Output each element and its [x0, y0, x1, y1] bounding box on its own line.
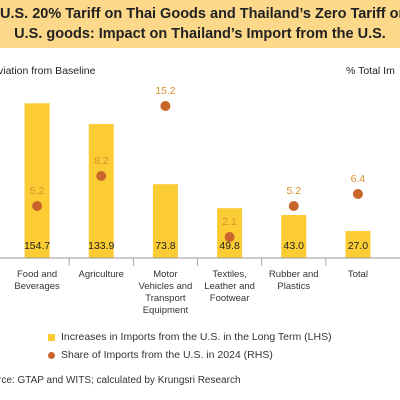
share-value-label: 8.2 [94, 155, 109, 167]
bar-value-label: 133.9 [88, 240, 114, 252]
category-label: Agriculture [79, 269, 124, 280]
bar [281, 215, 307, 258]
bar-value-label: 27.0 [348, 240, 369, 252]
category-label: Equipment [143, 305, 189, 316]
share-dot [288, 201, 299, 211]
category-label: Motor [153, 269, 177, 280]
category-label: Plastics [277, 281, 310, 292]
title-band [0, 0, 400, 48]
legend-bars-label: Increases in Imports from the U.S. in th… [61, 331, 332, 343]
right-axis-label: % Total Im [346, 65, 395, 77]
category-label: Vehicles and [138, 281, 192, 292]
legend-bar-swatch [48, 333, 55, 341]
bar [88, 124, 114, 258]
share-value-label: 5.2 [286, 185, 301, 197]
share-value-label: 15.2 [155, 85, 176, 97]
category-label: Rubber and [269, 269, 319, 280]
chart-title: U.S. 20% Tariff on Thai Goods and Thaila… [0, 4, 400, 44]
category-label: Beverages [14, 281, 60, 292]
category-label: Textiles, [212, 269, 246, 280]
bar [345, 231, 371, 258]
bar-value-label: 43.0 [284, 240, 305, 252]
share-dot [352, 189, 363, 199]
chart-title-line-2: U.S. goods: Impact on Thailand’s Import … [14, 26, 386, 42]
category-label: Total [348, 269, 368, 280]
share-dot [224, 232, 235, 242]
share-value-label: 2.1 [222, 216, 237, 228]
chart-title-line-1: U.S. 20% Tariff on Thai Goods and Thaila… [0, 6, 400, 22]
bar [152, 184, 178, 258]
bar-value-label: 154.7 [24, 240, 50, 252]
legend-dot-swatch [48, 351, 55, 359]
source-note: rce: GTAP and WITS; calculated by Krungs… [0, 375, 241, 386]
category-label: Leather and [204, 281, 255, 292]
legend-item-dots: Share of Imports from the U.S. in 2024 (… [48, 349, 273, 361]
share-dot [96, 171, 107, 181]
share-value-label: 6.4 [351, 173, 366, 185]
left-axis-label: viation from Baseline [0, 65, 96, 77]
category-label: Transport [145, 293, 186, 304]
share-dot [32, 201, 43, 211]
legend-dots-label: Share of Imports from the U.S. in 2024 (… [61, 349, 273, 361]
share-value-label: 5.2 [30, 185, 45, 197]
bar-value-label: 73.8 [155, 240, 176, 252]
bar [24, 103, 50, 258]
legend-item-bars: Increases in Imports from the U.S. in th… [48, 331, 332, 343]
category-label: Food and [17, 269, 57, 280]
share-dot [160, 101, 171, 111]
bar-value-label: 49.8 [219, 240, 240, 252]
category-label: Footwear [210, 293, 250, 304]
